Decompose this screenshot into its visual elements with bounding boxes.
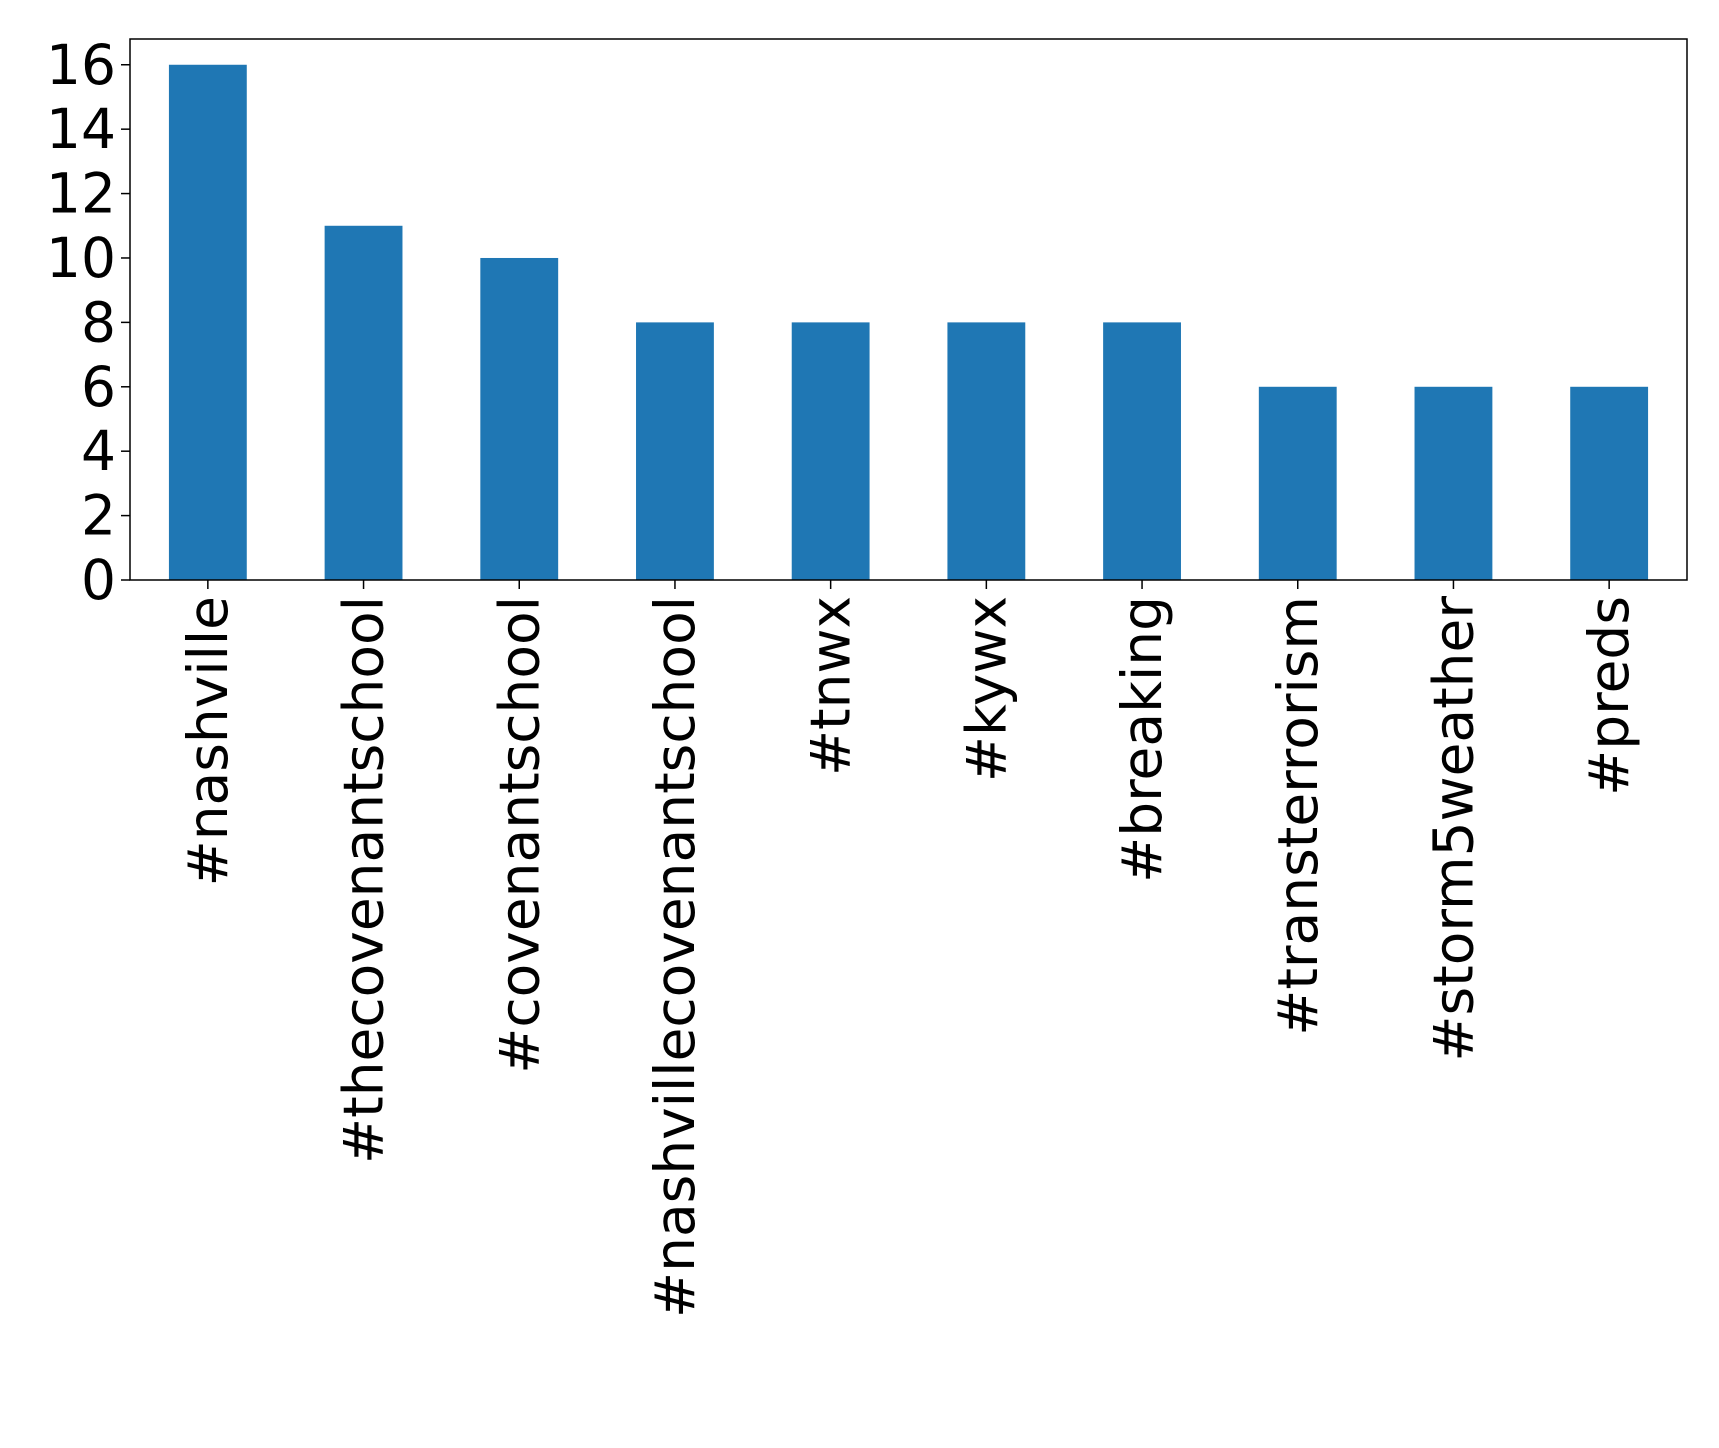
x-tick-label: #kywx	[954, 596, 1018, 782]
x-tick-label: #nashvillecovenantschool	[643, 596, 707, 1318]
bar	[1103, 322, 1181, 580]
bar	[1414, 386, 1493, 580]
y-tick-label: 4	[81, 419, 116, 483]
bar	[1570, 386, 1649, 580]
x-tick-label: #tnwx	[799, 596, 863, 776]
y-tick-label: 10	[46, 226, 116, 290]
bar	[1258, 386, 1337, 580]
y-tick-label: 16	[46, 33, 116, 97]
x-tick-label: #nashville	[176, 596, 240, 886]
y-tick-label: 14	[46, 97, 116, 161]
bar	[636, 322, 714, 580]
x-tick-label: #breaking	[1110, 596, 1174, 883]
y-tick-label: 6	[81, 355, 116, 419]
bar	[324, 225, 403, 580]
bar	[947, 322, 1026, 580]
y-tick-label: 2	[81, 484, 116, 548]
x-tick-label: #thecovenantschool	[332, 596, 396, 1164]
y-tick-label: 0	[81, 548, 116, 612]
x-tick-label: #preds	[1577, 596, 1641, 796]
bar	[480, 257, 559, 580]
bar	[791, 322, 870, 580]
x-tick-label: #covenantschool	[487, 596, 551, 1074]
bar	[168, 64, 247, 580]
y-tick-label: 12	[46, 162, 116, 226]
x-tick-label: #storm5weather	[1421, 596, 1485, 1062]
x-tick-label: #transterrorism	[1266, 596, 1330, 1036]
plot-frame	[129, 38, 1688, 581]
y-tick-label: 8	[81, 290, 116, 354]
